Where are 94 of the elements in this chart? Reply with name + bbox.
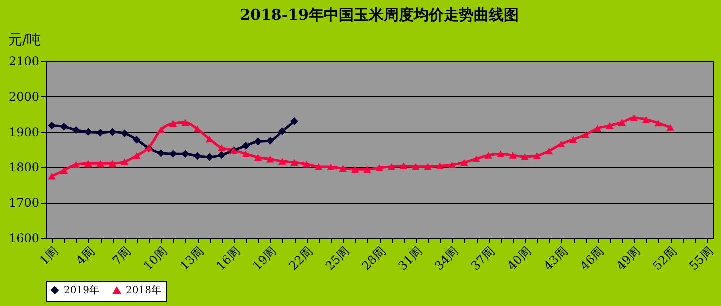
x-tick-label: 25周 [322,244,352,274]
point [157,150,166,158]
x-tick-label: 10周 [141,244,170,274]
point [133,152,141,160]
point [606,122,614,130]
point [182,119,190,126]
point [388,163,396,170]
point [218,151,226,160]
point [290,118,298,126]
point [436,162,444,170]
point [472,156,480,162]
x-tick-label: 13周 [177,244,207,274]
point [582,132,590,138]
x-tick-label: 40周 [504,244,534,274]
point [48,122,56,130]
point [484,152,493,159]
y-tick-label: 1900 [8,125,40,140]
x-tick-label: 19周 [250,244,280,274]
point [60,167,68,174]
legend-label: 2018年 [126,284,162,297]
y-tick-label: 1800 [8,160,40,175]
point [509,152,517,159]
point [570,136,578,143]
point [364,166,372,174]
point [96,128,104,137]
point [72,126,80,134]
chart-title: 2018-19年中国玉米周度均价走势曲线图 [240,6,519,24]
point [120,158,129,166]
point [533,152,542,160]
point [448,162,456,168]
point [120,130,129,138]
point [521,154,529,160]
point [60,122,68,131]
point [157,126,166,134]
point [545,148,554,155]
x-tick-label: 37周 [468,244,498,274]
x-tick-label: 1周 [37,244,62,268]
point [327,164,335,171]
point [133,136,141,144]
point [400,162,408,170]
x-tick-label: 4周 [74,244,98,268]
y-tick-label: 1600 [8,232,40,246]
point [630,114,638,122]
point [72,161,80,168]
y-tick-label: 1700 [8,196,40,210]
point [206,153,214,162]
x-tick-label: 34周 [432,244,462,274]
point [351,166,360,174]
point [266,156,274,163]
point [376,164,384,172]
x-tick-label: 31周 [396,244,425,274]
point [194,126,202,133]
point [642,116,650,124]
y-tick-label: 2000 [8,90,40,104]
point [194,152,202,160]
point [254,138,262,146]
y-axis-title: 元/吨 [8,32,42,48]
point [278,158,286,165]
point [594,125,602,132]
point [278,128,286,136]
point [290,159,298,166]
x-tick-label: 46周 [578,244,607,274]
x-tick-label: 28周 [359,244,388,274]
x-tick-label: 7周 [110,244,134,268]
point [108,160,117,168]
point [48,173,56,180]
point [96,160,104,168]
point [254,154,262,161]
point [460,159,468,166]
point [339,165,347,172]
x-tick-label: 16周 [214,244,243,274]
point [412,163,420,170]
x-tick-label: 49周 [614,244,644,274]
point [618,119,626,126]
x-tick-label: 52周 [650,244,680,274]
point [242,142,250,150]
point [496,150,505,158]
point [84,160,92,168]
point [314,163,323,170]
point [84,128,92,136]
point [654,120,662,127]
x-tick-label: 55周 [686,244,716,274]
point [242,150,250,158]
point [182,150,190,158]
point [302,161,311,168]
x-tick-label: 22周 [286,244,316,274]
point [558,140,566,148]
point [424,163,432,170]
point [169,120,178,128]
y-tick-label: 2100 [8,54,40,68]
legend-label: 2019年 [64,284,100,296]
x-tick-label: 43周 [541,244,570,274]
point [218,144,226,152]
point [666,124,674,131]
